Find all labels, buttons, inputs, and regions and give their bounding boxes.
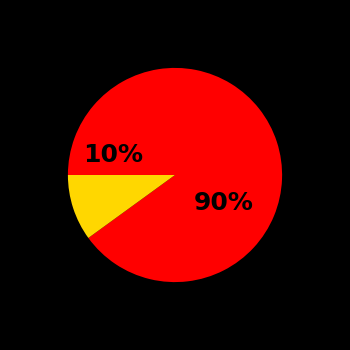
Text: 10%: 10% [83, 143, 143, 167]
Wedge shape [68, 175, 175, 238]
Wedge shape [68, 68, 282, 282]
Text: 90%: 90% [194, 191, 254, 215]
